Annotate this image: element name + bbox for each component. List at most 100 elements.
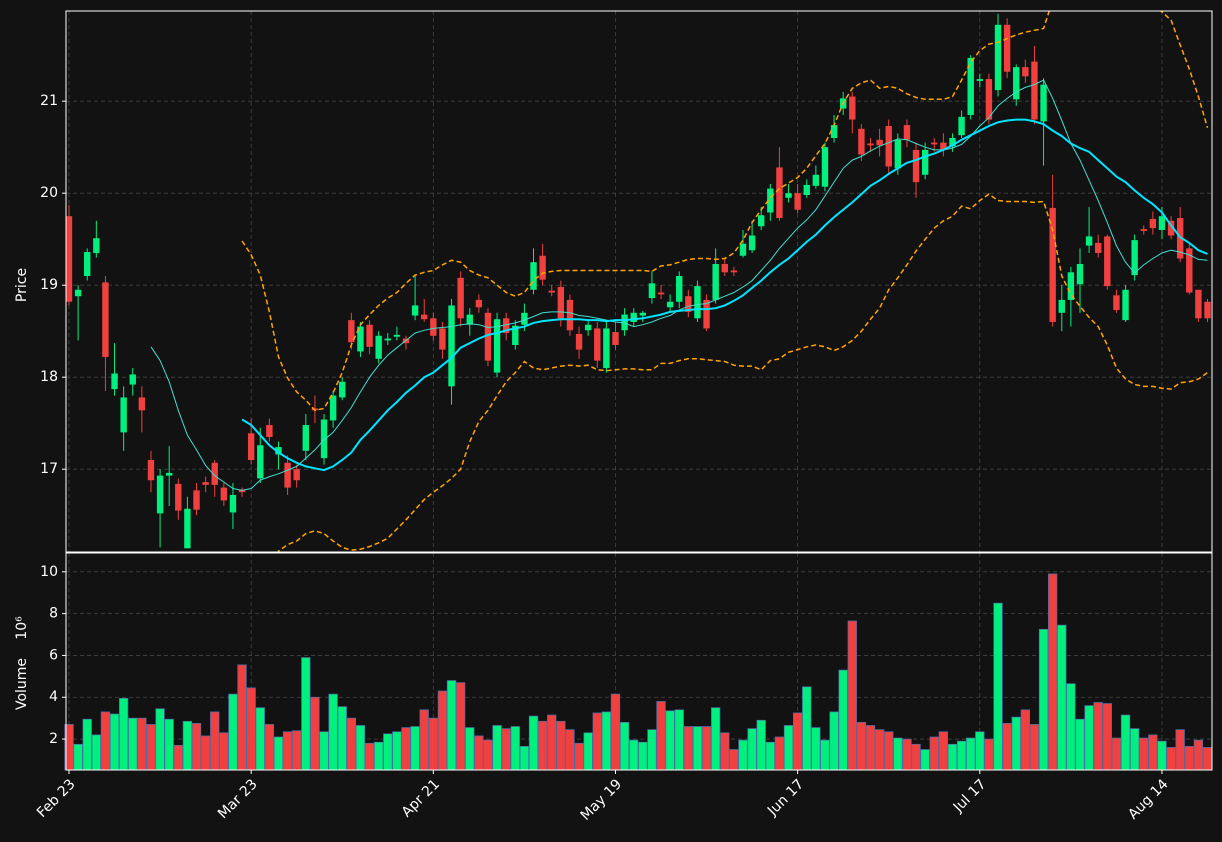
volume-bar [465, 727, 475, 771]
y-tick-label: 19 [40, 277, 58, 293]
volume-bar [1184, 746, 1194, 771]
candle-body [639, 312, 647, 316]
candle-body [339, 381, 346, 398]
volume-bar [200, 735, 211, 771]
volume-bar [1129, 728, 1140, 771]
grid-layer [66, 11, 1212, 770]
volume-bar [401, 727, 411, 771]
candle-body [1003, 24, 1011, 72]
candle-body [876, 139, 883, 146]
volume-bar [446, 680, 457, 771]
volume-bar [1148, 734, 1158, 771]
volume-bar [337, 706, 347, 771]
volume-bar [547, 714, 557, 771]
volume-bar [210, 711, 220, 771]
indicator-line [277, 193, 1208, 552]
candle-body [666, 301, 674, 308]
candle-body [156, 475, 164, 514]
candle-body [102, 282, 109, 357]
candle-body [1013, 67, 1020, 100]
candle-body [767, 188, 774, 213]
candle-body [366, 324, 373, 347]
candle-body [257, 445, 264, 479]
volume-bar [109, 713, 120, 771]
volume-bar [328, 693, 338, 771]
volume-bar [292, 730, 302, 771]
volume-bar [556, 720, 566, 771]
candle-body [985, 79, 993, 120]
volume-bar [1193, 739, 1204, 771]
volume-bar [346, 717, 356, 771]
candle-body [375, 335, 382, 359]
volume-bar [164, 718, 174, 771]
volume-bar [483, 739, 493, 771]
y-tick-label: 18 [40, 369, 58, 385]
volume-bar [966, 737, 976, 771]
candle-body [266, 425, 273, 437]
candle-body [548, 290, 555, 293]
candle-body [748, 235, 756, 251]
volume-bar [1029, 724, 1040, 771]
candle-body [484, 312, 492, 361]
volume-bar [474, 735, 484, 771]
candle-body [84, 252, 91, 276]
y-tick-label: 20 [40, 185, 58, 201]
candle-body [430, 318, 437, 336]
volume-bar [364, 742, 375, 771]
candle-body [93, 238, 100, 253]
candle-body [994, 24, 1002, 91]
candle-body [976, 79, 983, 81]
candle-body [448, 305, 455, 387]
line-layer [150, 11, 1209, 552]
volume-bar [647, 729, 657, 771]
candle-body [949, 137, 956, 147]
candle-body [439, 328, 446, 350]
candle-body [539, 255, 546, 280]
volume-bar [574, 742, 584, 771]
volume-bar [884, 731, 894, 771]
candle-body [502, 318, 510, 334]
volume-bar [191, 723, 202, 771]
volume-bar [993, 602, 1003, 771]
candle-body [184, 508, 191, 549]
candle-body [530, 262, 537, 290]
volume-bar [155, 708, 165, 771]
volume-bar [1048, 573, 1058, 771]
volume-bar [1075, 718, 1085, 771]
volume-bar [711, 707, 721, 771]
volume-bar [537, 720, 548, 771]
volume-bar [565, 729, 575, 771]
volume-bar [583, 732, 593, 771]
indicator-line [241, 118, 1208, 472]
volume-bar [182, 720, 193, 771]
candle-body [220, 487, 228, 501]
candle-body [885, 126, 892, 167]
volume-bar [911, 743, 921, 771]
volume-bar [1202, 747, 1213, 771]
volume-bar [956, 740, 967, 771]
candle-body [411, 305, 419, 316]
candle-body [657, 292, 665, 295]
volume-bar [1020, 709, 1030, 771]
volume-bar [765, 741, 775, 771]
candle-body [712, 264, 719, 300]
volume-bar [100, 711, 111, 771]
candle-body [967, 57, 974, 115]
y-tick-label: 2 [49, 731, 58, 747]
volume-bar [720, 732, 730, 771]
candle-body [512, 325, 519, 345]
candle-body [193, 490, 200, 510]
candle-body [1058, 299, 1065, 313]
candle-body [921, 149, 929, 175]
volume-bar [1066, 683, 1076, 771]
candle-body [466, 314, 473, 325]
candle-body [1195, 289, 1202, 319]
candle-body [903, 125, 911, 140]
candle-body [357, 326, 364, 352]
candle-body [830, 125, 838, 138]
candle-body [493, 319, 501, 373]
volume-bar [1038, 628, 1049, 771]
volume-bar [82, 718, 92, 771]
volume-bar [820, 739, 830, 771]
